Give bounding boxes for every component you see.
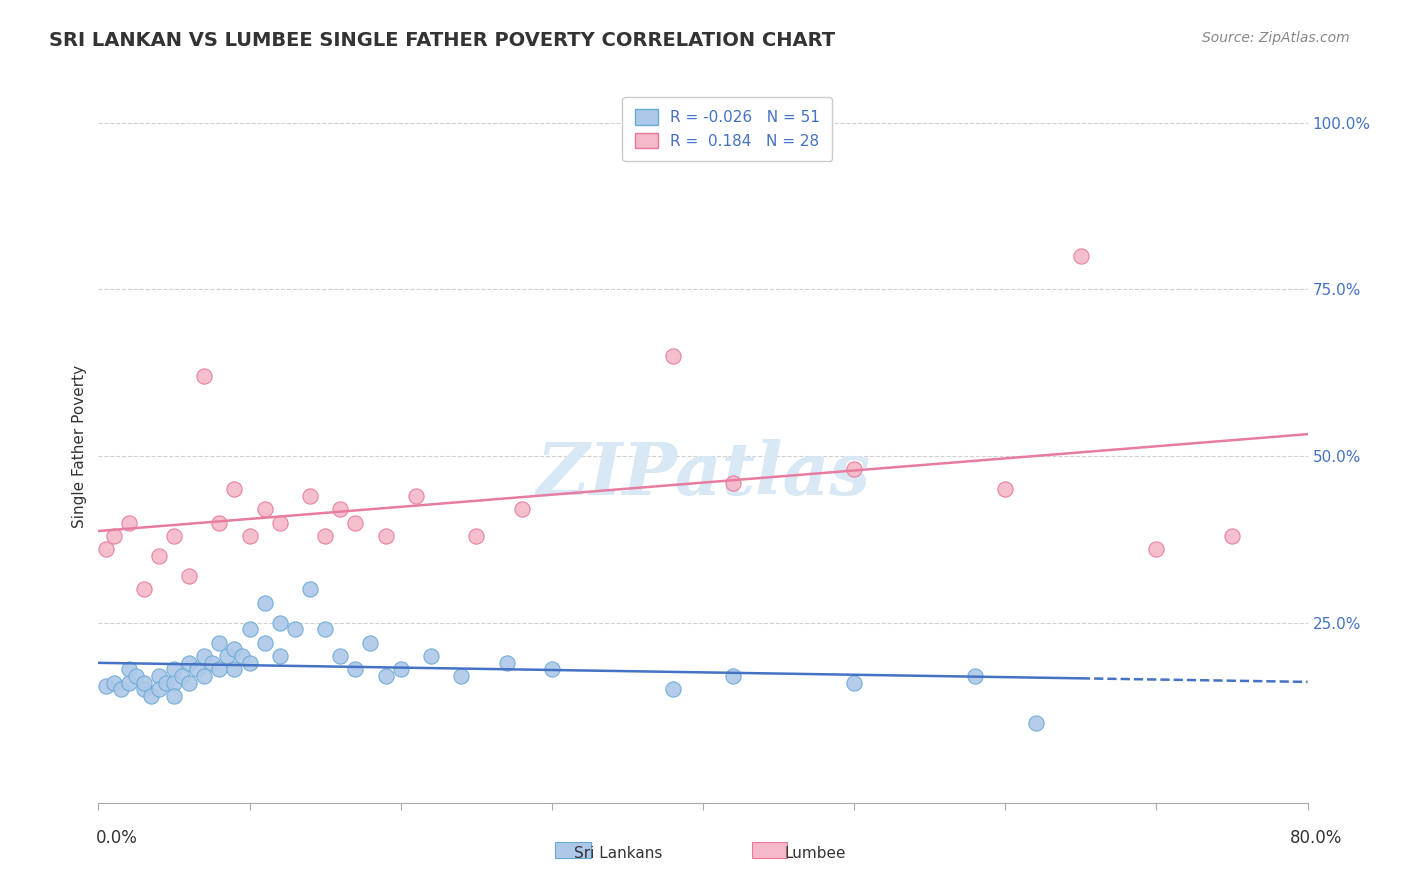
Point — [193, 669, 215, 683]
Point — [329, 502, 352, 516]
Point — [231, 649, 253, 664]
Point — [239, 529, 262, 543]
Point — [299, 582, 322, 597]
Point — [269, 615, 291, 630]
Point — [132, 675, 155, 690]
Point — [208, 636, 231, 650]
Point — [224, 642, 246, 657]
Point — [125, 669, 148, 683]
Point — [110, 682, 132, 697]
Point — [540, 662, 562, 676]
Point — [215, 649, 238, 664]
Point — [94, 542, 117, 557]
Point — [965, 669, 987, 683]
Point — [179, 656, 201, 670]
Point — [170, 669, 193, 683]
Point — [1220, 529, 1243, 543]
Point — [1070, 249, 1092, 263]
Point — [163, 529, 186, 543]
Point — [253, 636, 276, 650]
Point — [239, 656, 262, 670]
Point — [844, 675, 866, 690]
Point — [148, 669, 170, 683]
Point — [239, 623, 262, 637]
Point — [186, 662, 208, 676]
Point — [269, 649, 291, 664]
Point — [141, 689, 163, 703]
Point — [495, 656, 517, 670]
Text: 0.0%: 0.0% — [96, 829, 138, 847]
Point — [179, 569, 201, 583]
Point — [510, 502, 533, 516]
Point — [163, 675, 186, 690]
Point — [360, 636, 382, 650]
Point — [374, 529, 396, 543]
Point — [103, 675, 125, 690]
Point — [450, 669, 472, 683]
Point — [1144, 542, 1167, 557]
Point — [299, 489, 322, 503]
Point — [224, 483, 246, 497]
Point — [723, 669, 745, 683]
Point — [405, 489, 427, 503]
Point — [148, 549, 170, 563]
Point — [118, 662, 141, 676]
Point — [193, 649, 215, 664]
Point — [994, 483, 1017, 497]
Point — [1024, 715, 1046, 730]
Point — [148, 682, 170, 697]
Point — [465, 529, 488, 543]
Point — [155, 675, 177, 690]
Text: Source: ZipAtlas.com: Source: ZipAtlas.com — [1202, 31, 1350, 45]
Point — [103, 529, 125, 543]
Legend: R = -0.026   N = 51, R =  0.184   N = 28: R = -0.026 N = 51, R = 0.184 N = 28 — [623, 97, 832, 161]
Point — [344, 662, 367, 676]
Point — [118, 516, 141, 530]
Point — [201, 656, 224, 670]
Point — [253, 596, 276, 610]
Point — [94, 679, 117, 693]
Point — [269, 516, 291, 530]
Point — [132, 682, 155, 697]
Point — [253, 502, 276, 516]
Text: SRI LANKAN VS LUMBEE SINGLE FATHER POVERTY CORRELATION CHART: SRI LANKAN VS LUMBEE SINGLE FATHER POVER… — [49, 31, 835, 50]
Point — [118, 675, 141, 690]
Point — [374, 669, 396, 683]
Point — [193, 368, 215, 383]
Text: Sri Lankans: Sri Lankans — [575, 846, 662, 861]
Point — [179, 675, 201, 690]
Point — [284, 623, 307, 637]
Point — [329, 649, 352, 664]
Point — [208, 662, 231, 676]
Point — [389, 662, 412, 676]
Point — [163, 689, 186, 703]
Point — [314, 623, 336, 637]
Text: Lumbee: Lumbee — [785, 846, 846, 861]
Point — [344, 516, 367, 530]
Point — [661, 682, 683, 697]
Text: 80.0%: 80.0% — [1291, 829, 1343, 847]
Point — [723, 475, 745, 490]
Point — [844, 462, 866, 476]
Y-axis label: Single Father Poverty: Single Father Poverty — [72, 365, 87, 527]
Point — [163, 662, 186, 676]
Point — [661, 349, 683, 363]
Point — [208, 516, 231, 530]
Point — [420, 649, 443, 664]
Point — [224, 662, 246, 676]
Text: ZIPatlas: ZIPatlas — [536, 439, 870, 510]
Point — [314, 529, 336, 543]
Point — [132, 582, 155, 597]
